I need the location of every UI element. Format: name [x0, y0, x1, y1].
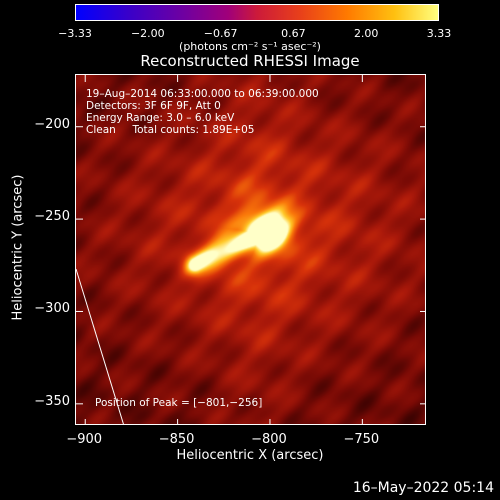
plot-overlay	[76, 75, 425, 424]
y-tick-label: −350	[34, 393, 70, 409]
x-tick-label: −750	[343, 432, 380, 447]
colorbar-tick-label: −0.67	[203, 27, 238, 40]
colorbar-tick-label: −3.33	[58, 27, 92, 40]
x-tick-label: −850	[158, 432, 195, 447]
x-axis-label: Heliocentric X (arcsec)	[176, 448, 324, 463]
y-tick-label: −250	[34, 209, 70, 225]
heatmap-image	[76, 75, 425, 424]
y-tick-label: −300	[34, 301, 70, 317]
colorbar-tick-label: 0.67	[281, 27, 306, 40]
info-date-range: 19–Aug–2014 06:33:00.000 to 06:39:00.000	[86, 88, 319, 100]
peak-position-label: Position of Peak = [−801,−256]	[95, 397, 263, 409]
chart-title: Reconstructed RHESSI Image	[140, 52, 360, 70]
info-energy-range: Energy Range: 3.0 – 6.0 keV	[86, 112, 235, 124]
image-plot-area: 19–Aug–2014 06:33:00.000 to 06:39:00.000…	[75, 74, 426, 425]
y-axis-label: Heliocentric Y (arcsec)	[10, 174, 26, 321]
colorbar-unit-label: (photons cm⁻² s⁻¹ asec⁻²)	[179, 40, 321, 53]
x-tick-label: −800	[251, 432, 287, 447]
info-total-counts: Clean Total counts: 1.89E+05	[86, 124, 255, 136]
solar-limb-line	[76, 268, 124, 424]
y-tick-label: −200	[34, 116, 70, 132]
colorbar-tick-label: −2.00	[130, 27, 165, 40]
info-detectors: Detectors: 3F 6F 9F, Att 0	[86, 100, 221, 112]
colorbar-tick-label: 2.00	[353, 27, 379, 40]
colorbar-tick-label: 3.33	[426, 27, 452, 40]
x-tick-label: −900	[66, 432, 103, 447]
footer-date: 16–May–2022 05:14	[352, 480, 494, 496]
colorbar	[75, 4, 439, 21]
